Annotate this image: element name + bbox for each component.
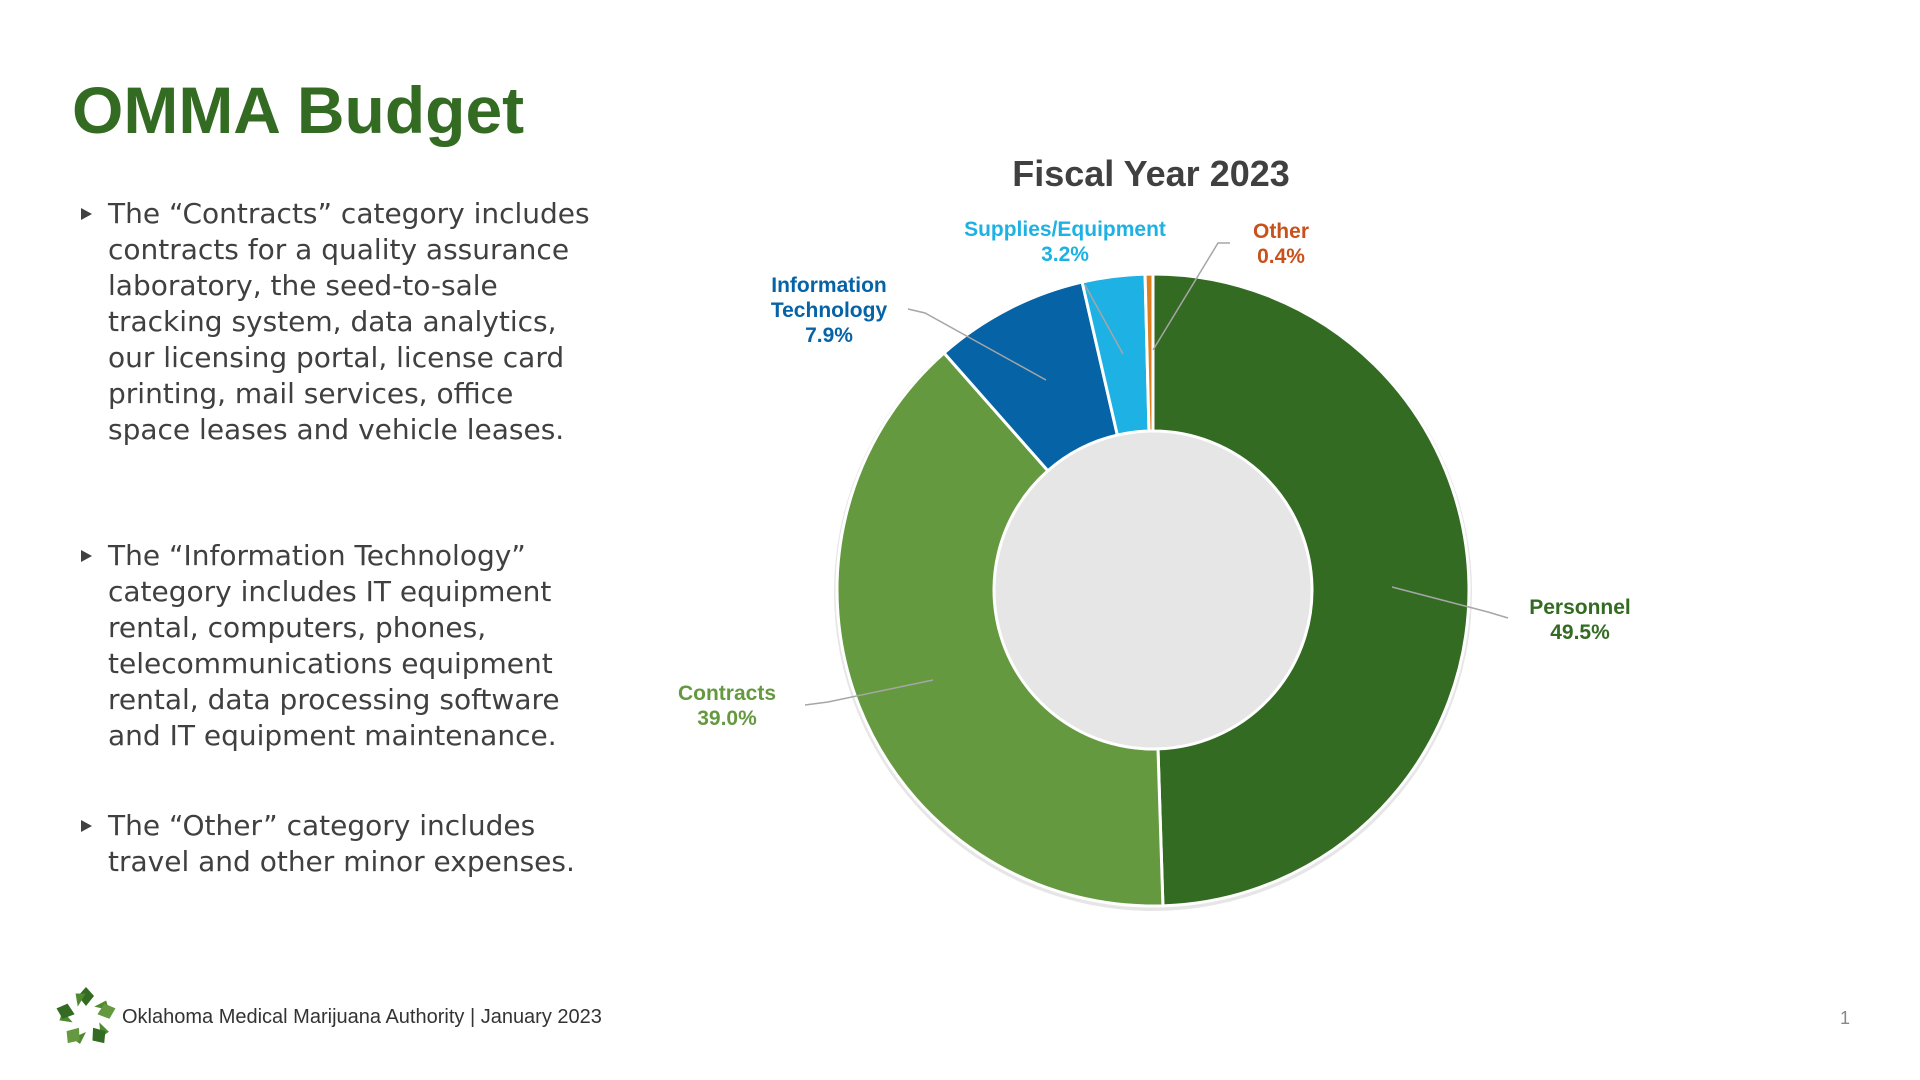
label-information-technology: Information [771,274,887,297]
label-contracts: Contracts [678,682,776,705]
logo-petal [75,993,86,1007]
value-label-supplies-equipment: 3.2% [1041,243,1089,266]
label-information-technology: Technology [771,299,888,322]
slice-contracts [835,350,1165,908]
logo-petal [66,1027,80,1044]
leader-line-information-technology [907,308,1047,381]
slice-other [1143,272,1155,433]
value-label-information-technology: 7.9% [805,324,853,347]
label-personnel: Personnel [1529,596,1631,619]
leader-line-contracts [804,679,934,706]
slice-personnel [1151,272,1471,908]
value-label-contracts: 39.0% [697,707,757,730]
value-label-other: 0.4% [1257,245,1305,268]
page-title: OMMA Budget [72,73,525,147]
chart-title: Fiscal Year 2023 [1012,153,1290,194]
logo-petal [92,1027,106,1044]
label-other: Other [1253,220,1309,243]
leader-line-other [1152,242,1230,351]
bullet-contracts: The “Contracts” category includes contra… [78,196,598,448]
label-supplies-equipment: Supplies/Equipment [964,218,1166,241]
bullet-other: The “Other” category includes travel and… [78,808,598,880]
logo-petal [97,1003,116,1019]
page-number: 1 [1840,1008,1851,1028]
leader-line-personnel [1391,586,1509,619]
value-label-personnel: 49.5% [1550,621,1610,644]
footer-text: Oklahoma Medical Marijuana Authority | J… [122,1006,602,1028]
logo-petal [78,987,94,1006]
omma-star-logo-icon [56,987,116,1044]
leader-line-supplies-equipment [1084,284,1124,355]
bullet-information-technology: The “Information Technology” category in… [78,538,598,754]
logo-petal [56,1003,75,1019]
